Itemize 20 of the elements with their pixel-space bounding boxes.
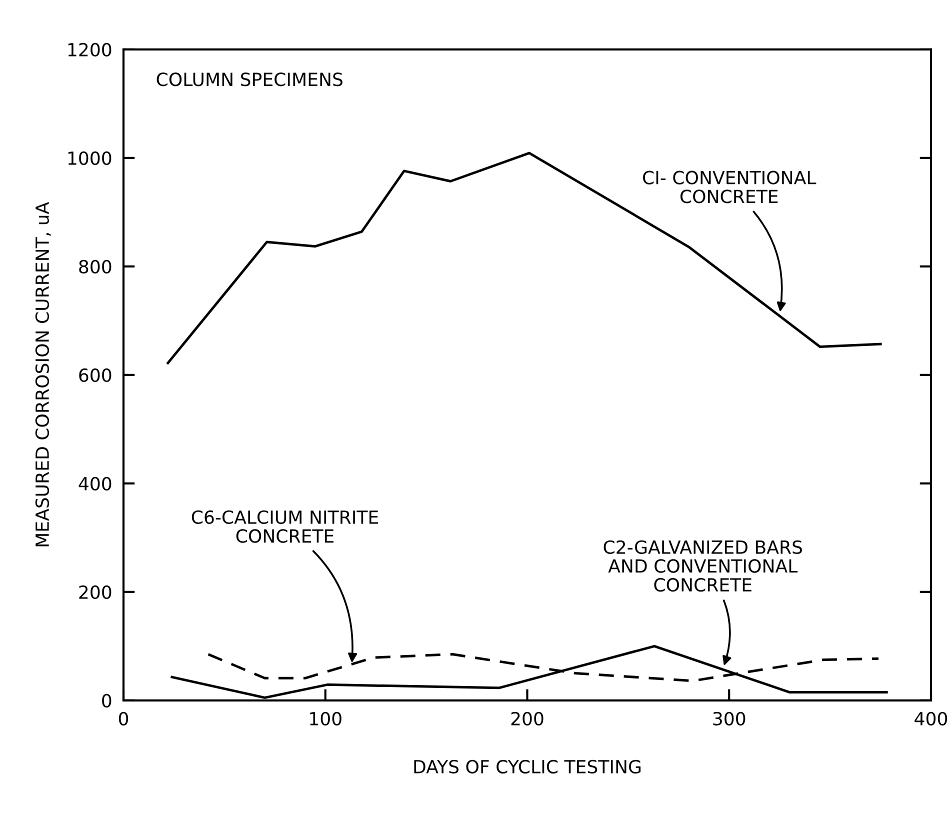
- x-axis-title: DAYS OF CYCLIC TESTING: [414, 760, 641, 774]
- line-series: [166, 152, 882, 364]
- y-tick-label: 600: [79, 368, 112, 382]
- y-tick-label: 800: [79, 260, 112, 274]
- x-tick-label: 100: [310, 712, 342, 726]
- x-tick-label: 200: [511, 712, 544, 726]
- annotation: C6-CALCIUM NITRITE CONCRETE: [192, 510, 378, 543]
- y-tick-label: 0: [102, 694, 112, 708]
- x-tick-label: 0: [118, 712, 128, 726]
- y-axis-title: MEASURED CORROSION CURRENT, uA: [35, 202, 51, 546]
- y-tick-label: 1200: [68, 42, 112, 57]
- text: COLUMN SPECIMENS: [156, 72, 342, 86]
- y-tick-label: 400: [78, 476, 112, 491]
- y-tick-label: 1000: [68, 151, 112, 166]
- annotation: C2-GALVANIZED BARS AND CONVENTIONAL CONCRETE: [604, 540, 802, 592]
- x-tick-label: 300: [713, 712, 746, 726]
- line-series: [207, 653, 880, 682]
- y-tick-label: 200: [79, 585, 112, 600]
- x-tick-label: 400: [914, 712, 948, 726]
- annotation: CI- CONVENTIONAL CONCRETE: [643, 170, 816, 204]
